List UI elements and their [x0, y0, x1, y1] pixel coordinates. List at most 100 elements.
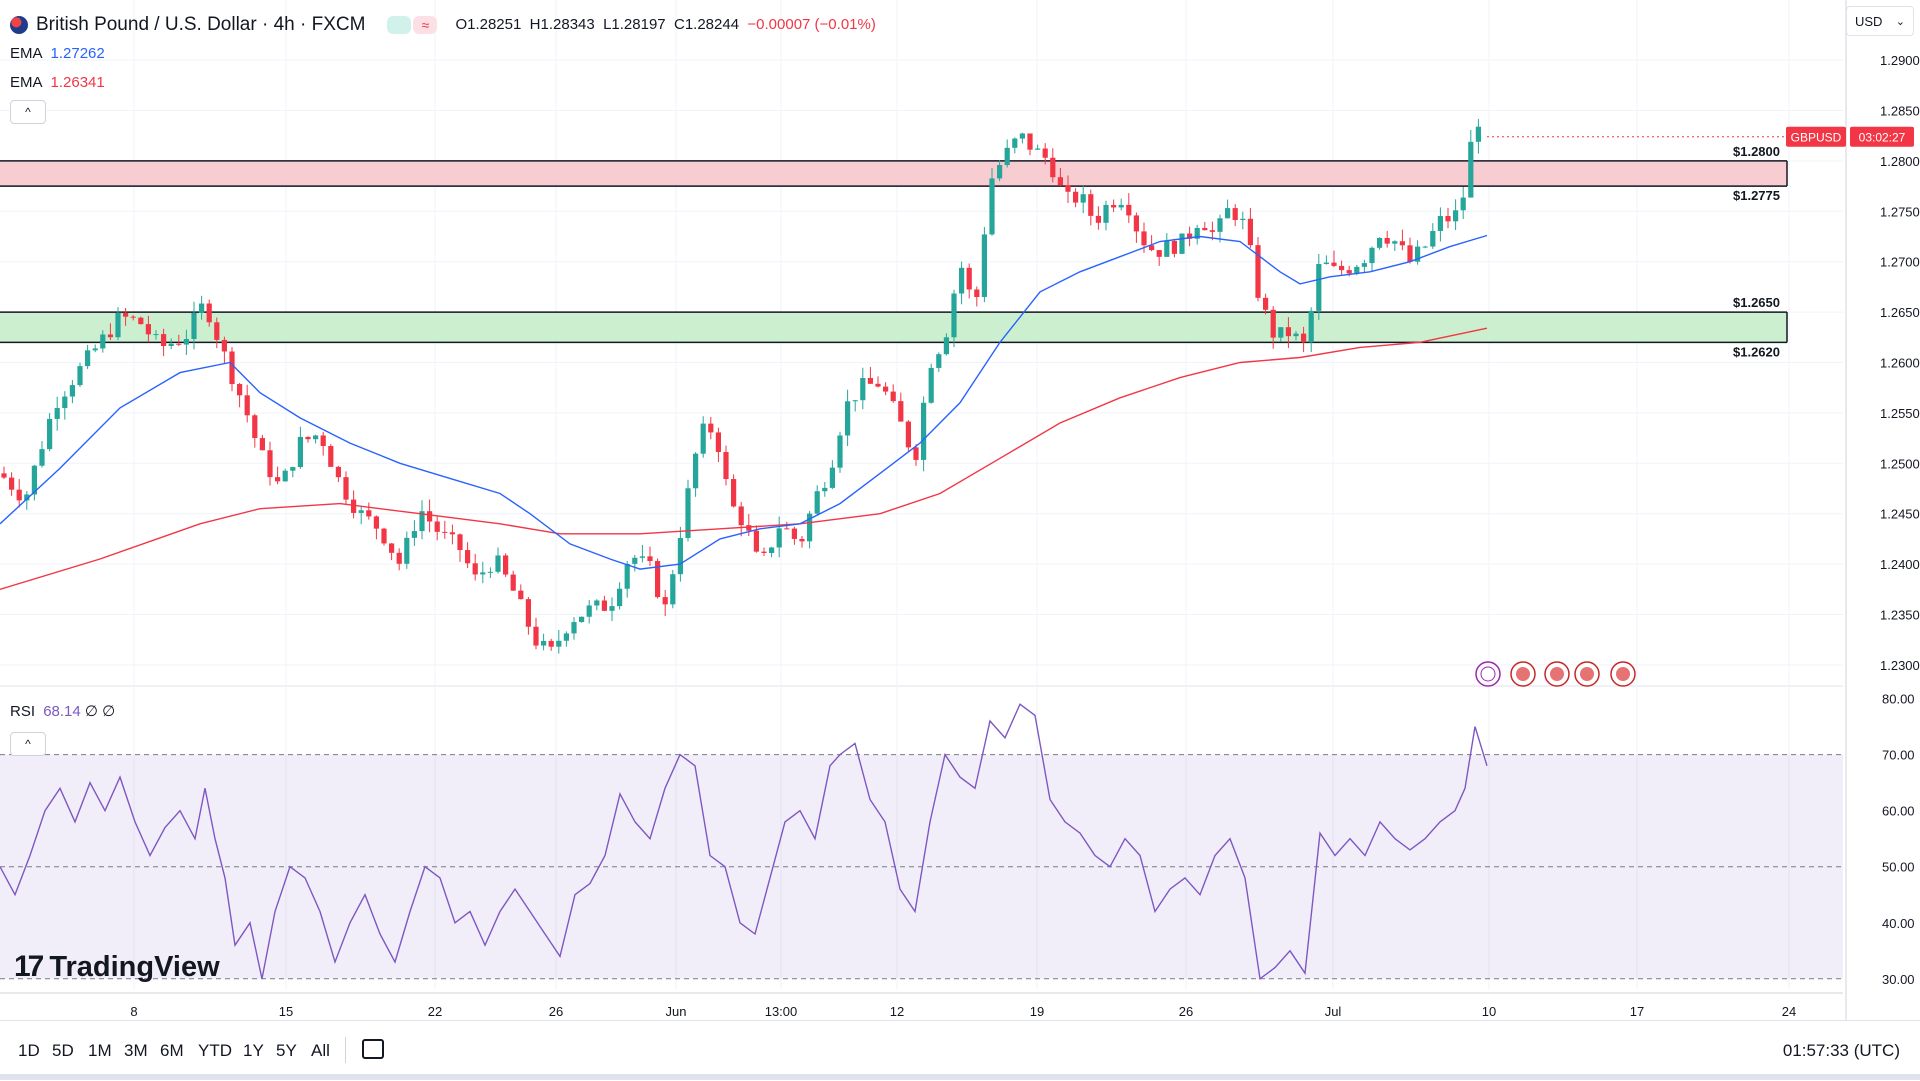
candle-down [867, 378, 873, 384]
candle-down [1346, 270, 1352, 274]
candle-down [130, 316, 136, 318]
status-pill[interactable]: ≈ [387, 15, 438, 34]
candle-up [677, 538, 683, 575]
candle-up [92, 348, 98, 351]
period-1y[interactable]: 1Y [243, 1041, 264, 1060]
candle-down [123, 312, 129, 317]
price-tick-label: 1.25500 [1880, 406, 1920, 421]
candle-up [1103, 204, 1109, 223]
period-3m[interactable]: 3M [124, 1041, 148, 1060]
candle-up [617, 588, 623, 607]
ema1-label[interactable]: EMA [10, 44, 43, 62]
candle-down [723, 451, 729, 480]
rsi-legend: RSI 68.14 ∅ ∅ [10, 702, 115, 720]
chevron-down-icon: ⌄ [1895, 16, 1905, 28]
candle-up [1316, 264, 1322, 311]
candle-down [518, 590, 524, 600]
candle-up [1019, 133, 1025, 139]
candle-down [145, 324, 151, 335]
candle-up [845, 401, 851, 436]
time-tick-label: 26 [549, 1004, 563, 1019]
candle-down [442, 531, 448, 533]
candle-up [85, 350, 91, 367]
calendar-icon[interactable] [362, 1039, 384, 1059]
period-5y[interactable]: 5Y [276, 1041, 297, 1060]
currency-select[interactable]: USD ⌄ [1846, 6, 1914, 36]
open-value: O1.28251 [455, 15, 522, 33]
rsi-value: 68.14 [43, 703, 81, 720]
chart-legend: British Pound / U.S. Dollar · 4h · FXCM … [10, 10, 876, 97]
rsi-label[interactable]: RSI [10, 703, 36, 720]
level-label-1-2650: $1.2650 [1733, 295, 1780, 310]
candle-up [860, 378, 866, 401]
ema2-label[interactable]: EMA [10, 73, 43, 91]
period-1m[interactable]: 1M [88, 1041, 112, 1060]
time-tick-label: 26 [1179, 1004, 1193, 1019]
candle-down [305, 436, 311, 440]
candle-down [373, 516, 379, 529]
time-tick-label: 8 [130, 1004, 137, 1019]
candle-down [662, 597, 668, 605]
time-tick-label: 12 [890, 1004, 904, 1019]
price-candles [1, 119, 1481, 654]
event-icon-inner [1580, 667, 1594, 681]
countdown-tag-label: 03:02:27 [1859, 131, 1906, 145]
candle-down [1399, 241, 1405, 246]
bottom-toolbar: 1D 5D 1M 3M 6M YTD 1Y 5Y All 01:57:33 (U… [0, 1020, 1920, 1081]
period-6m[interactable]: 6M [160, 1041, 184, 1060]
symbol-title[interactable]: British Pound / U.S. Dollar · 4h · FXCM [36, 13, 366, 35]
candle-up [480, 572, 486, 575]
candle-down [1057, 177, 1063, 186]
candle-up [624, 563, 630, 589]
candle-up [1323, 262, 1329, 265]
candle-down [1088, 194, 1094, 216]
tradingview-logo[interactable]: 17 TradingView [14, 950, 220, 984]
candle-down [1095, 215, 1101, 223]
candle-down [267, 450, 273, 478]
ema-fast-line [0, 234, 1488, 570]
candle-down [214, 322, 220, 340]
period-ytd[interactable]: YTD [198, 1041, 232, 1060]
candle-up [62, 396, 68, 409]
period-all[interactable]: All [311, 1041, 330, 1060]
candle-down [1042, 148, 1048, 158]
candle-up [1217, 218, 1223, 232]
candle-up [693, 453, 699, 489]
period-1d[interactable]: 1D [18, 1041, 40, 1060]
time-tick-label: 15 [279, 1004, 293, 1019]
candle-up [1354, 266, 1360, 274]
candle-down [1073, 191, 1079, 203]
candle-down [1445, 216, 1451, 222]
candle-down [503, 555, 509, 575]
candle-up [1468, 141, 1474, 198]
candle-up [556, 640, 562, 647]
candle-up [290, 467, 296, 471]
candle-down [1027, 133, 1033, 150]
event-icon-inner [1616, 667, 1630, 681]
time-tick-label: 10 [1482, 1004, 1496, 1019]
candle-up [822, 487, 828, 492]
collapse-rsi-button[interactable]: ^ [10, 732, 46, 756]
ema-slow-line [0, 327, 1488, 590]
candle-up [594, 600, 600, 606]
candle-down [715, 432, 721, 452]
utc-clock[interactable]: 01:57:33 (UTC) [1782, 1041, 1900, 1060]
candle-up [632, 557, 638, 564]
candle-down [237, 384, 243, 396]
candle-down [351, 499, 357, 513]
candle-up [807, 513, 813, 542]
candle-up [1179, 233, 1185, 254]
candle-down [320, 435, 326, 447]
rsi-tick-label: 50.00 [1882, 860, 1915, 875]
candle-down [221, 339, 227, 352]
collapse-legend-button[interactable]: ^ [10, 100, 46, 124]
price-tick-label: 1.24500 [1880, 507, 1920, 522]
candle-down [753, 530, 759, 552]
candle-down [533, 626, 539, 646]
candle-down [1065, 185, 1071, 192]
period-5d[interactable]: 5D [52, 1041, 74, 1060]
candle-down [472, 563, 478, 575]
candle-up [168, 343, 174, 347]
candle-down [647, 556, 653, 562]
